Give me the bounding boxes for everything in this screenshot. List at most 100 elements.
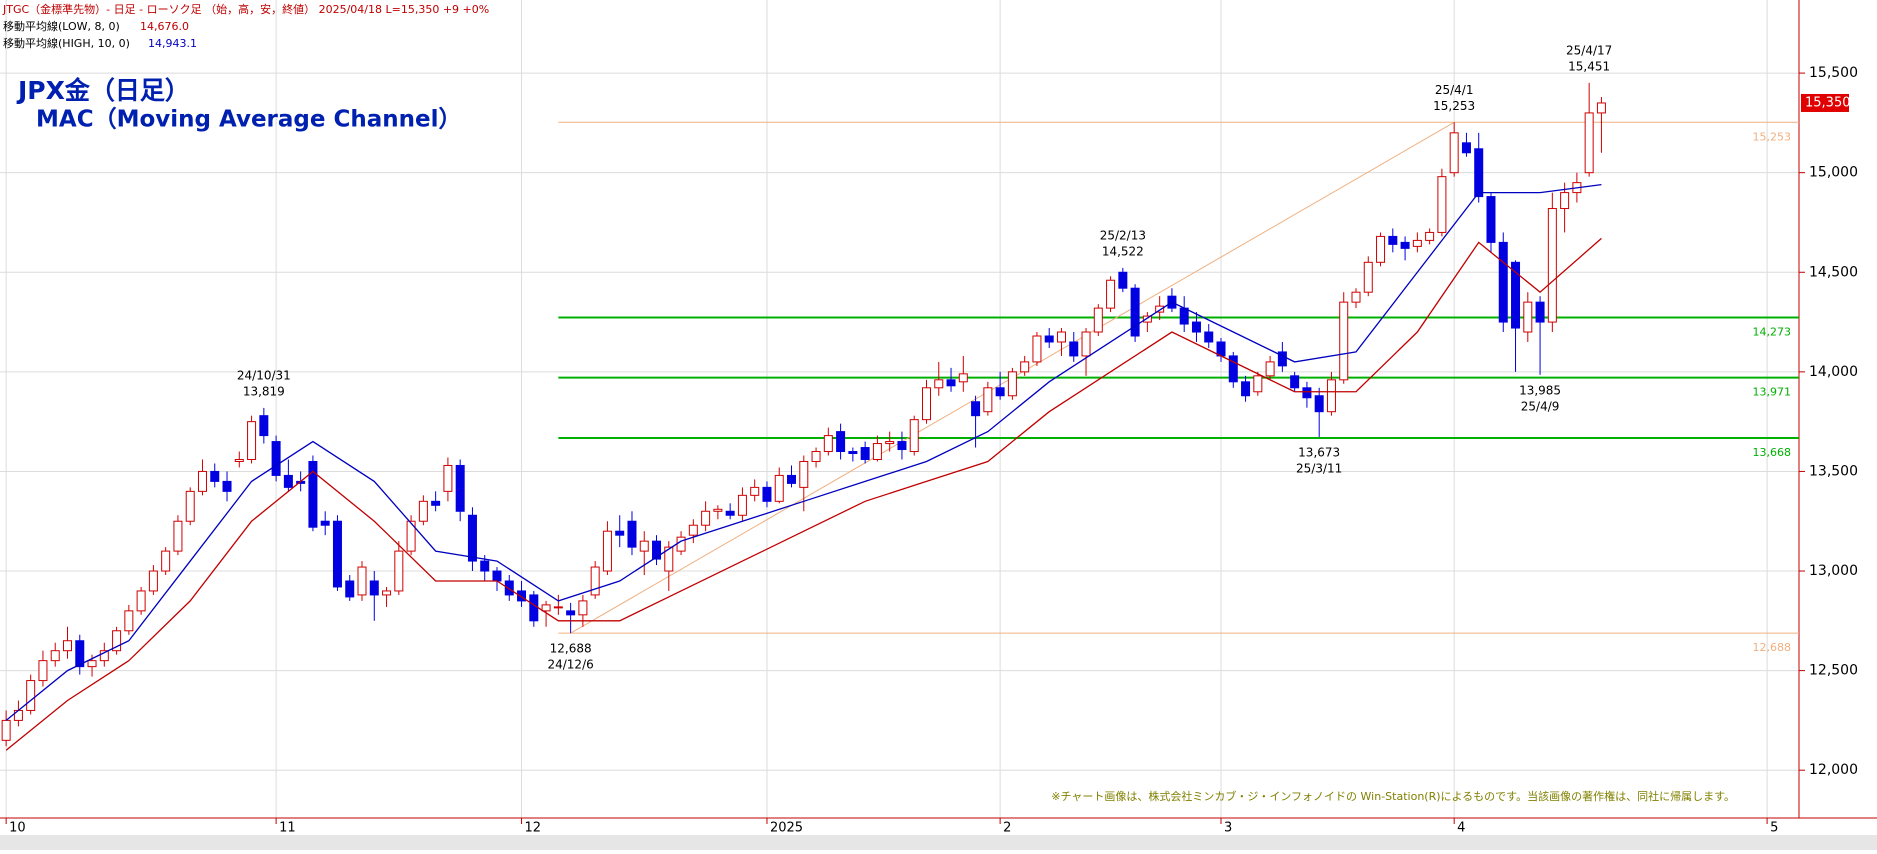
annotation-value: 13,673	[1298, 445, 1340, 459]
candle-body	[713, 508, 723, 512]
candle-body	[1449, 132, 1459, 174]
candle-body	[1474, 148, 1484, 198]
candle-body	[1056, 331, 1066, 343]
candle-body	[210, 470, 220, 482]
candle-body	[1584, 112, 1594, 174]
candle-body	[652, 540, 662, 560]
candle-body	[431, 500, 441, 506]
candle-body	[1461, 142, 1471, 154]
candle-body	[112, 630, 122, 652]
candle-body	[1314, 395, 1324, 413]
candle-body	[1523, 301, 1533, 333]
candle-body	[480, 560, 490, 572]
annotation-date: 25/3/11	[1296, 461, 1342, 475]
candle-body	[836, 431, 846, 453]
candle-body	[725, 510, 735, 516]
level-label: 12,688	[1753, 641, 1792, 654]
y-tick-label: 14,500	[1809, 264, 1858, 280]
candle-body	[50, 650, 60, 662]
candle-body	[1326, 379, 1336, 413]
candle-body	[762, 486, 772, 502]
candle-body	[848, 451, 858, 455]
candle-body	[1253, 375, 1263, 393]
annotation-value: 12,688	[550, 642, 592, 656]
candle-body	[688, 524, 698, 536]
candle-body	[1, 719, 11, 741]
x-tick-label: 3	[1224, 821, 1232, 836]
candle-body	[750, 486, 760, 496]
candle-body	[995, 387, 1005, 397]
annotation-value: 15,451	[1568, 59, 1610, 73]
candle-body	[1425, 231, 1435, 241]
y-tick-label: 13,000	[1809, 563, 1858, 579]
annotation-date: 25/4/1	[1435, 83, 1474, 97]
candle-body	[197, 470, 207, 492]
candle-body	[455, 464, 465, 512]
candle-body	[971, 401, 981, 417]
candle-body	[1118, 271, 1128, 289]
y-tick-label: 13,500	[1809, 463, 1858, 479]
candle-body	[1498, 241, 1508, 323]
candle-body	[860, 447, 870, 460]
candle-body	[1511, 261, 1521, 329]
candle-body	[1351, 291, 1361, 303]
candle-body	[406, 520, 416, 552]
candle-body	[504, 580, 514, 596]
candle-body	[75, 640, 85, 668]
candle-body	[124, 610, 134, 632]
candle-body	[1069, 341, 1079, 357]
candle-body	[99, 650, 109, 662]
candle-body	[1130, 287, 1140, 337]
candle-body	[934, 379, 944, 389]
candle-body	[1106, 279, 1116, 309]
candle-body	[357, 566, 367, 596]
candle-body	[1400, 241, 1410, 249]
candle-body	[320, 520, 330, 526]
chart-title: JPX金（日足）	[16, 76, 190, 105]
note: ※チャート画像は、株式会社ミンカブ・ジ・インフォノイドの Win-Station…	[1051, 789, 1735, 803]
candle-body	[602, 530, 612, 572]
legend-value: 14,943.1	[148, 37, 197, 50]
y-tick-label: 15,000	[1809, 165, 1858, 181]
candle-body	[578, 600, 588, 616]
annotation-date: 24/12/6	[547, 658, 593, 672]
candle-body	[615, 530, 625, 536]
candle-body	[566, 610, 576, 616]
candle-body	[1535, 301, 1545, 323]
candle-body	[247, 421, 257, 460]
candle-body	[369, 580, 379, 596]
candle-body	[1155, 305, 1165, 313]
candle-body	[909, 419, 919, 453]
candle-body	[1290, 375, 1300, 389]
x-tick-label: 10	[9, 821, 26, 836]
x-tick-label: 4	[1457, 821, 1465, 836]
candle-body	[1142, 315, 1152, 323]
candle-body	[271, 441, 281, 476]
candle-body	[1081, 331, 1091, 357]
candle-body	[1228, 355, 1238, 383]
candle-body	[394, 550, 404, 592]
candle-body	[234, 458, 244, 462]
legend-label: 移動平均線(HIGH, 10, 0)	[3, 36, 130, 50]
candle-body	[1179, 307, 1189, 325]
candle-body	[136, 590, 146, 612]
candle-body	[1020, 361, 1030, 373]
candle-body	[1216, 341, 1226, 357]
candle-body	[1339, 301, 1349, 381]
legend-label: 移動平均線(LOW, 8, 0)	[3, 19, 120, 33]
candle-body	[664, 546, 674, 572]
scrollbar[interactable]	[0, 835, 1877, 850]
candle-body	[701, 510, 711, 526]
y-tick-label: 15,500	[1809, 65, 1858, 81]
candle-body	[1486, 196, 1496, 243]
x-tick-label: 2	[1003, 821, 1011, 836]
candle-body	[639, 540, 649, 552]
candle-body	[1277, 351, 1287, 367]
x-tick-label: 5	[1770, 821, 1778, 836]
candle-body	[1596, 102, 1606, 114]
level-label: 13,668	[1753, 446, 1792, 459]
candle-body	[885, 441, 895, 445]
ma-line	[5, 237, 1602, 751]
